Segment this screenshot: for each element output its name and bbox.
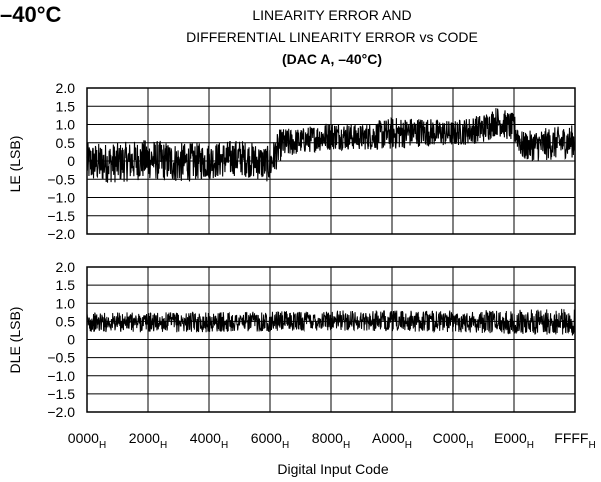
x-tick-label: 0000H [68,430,106,451]
x-tick-label: E000H [494,430,534,451]
dle-plot-y-tick-label: −0.5 [47,350,75,366]
le-plot-y-tick-label: 1.0 [56,117,76,133]
dle-plot-series-line [86,308,576,336]
le-y-axis-label: LE (LSB) [7,136,23,193]
chart-title-line3: (DAC A, –40°C) [282,51,382,67]
dle-plot-y-tick-label: −1.0 [47,368,75,384]
x-tick-label: C000H [433,430,474,451]
le-plot-frame [86,87,576,235]
le-plot-y-tick-label: −0.5 [47,171,75,187]
le-plot-y-tick-label: −2.0 [47,226,75,242]
x-tick-label: A000H [372,430,412,451]
x-tick-label: 2000H [129,430,167,451]
dle-plot-y-tick-label: 2.0 [56,259,76,275]
chart-title-line2: DIFFERENTIAL LINEARITY ERROR vs CODE [186,29,478,45]
x-tick-label: 4000H [190,430,228,451]
dle-plot-y-tick-label: 1.0 [56,295,76,311]
le-plot-y-tick-label: 1.5 [56,98,76,114]
le-plot-y-tick-label: −1.5 [47,208,75,224]
dle-plot-y-tick-label: −2.0 [47,404,75,420]
dle-plot-y-tick-label: −1.5 [47,386,75,402]
x-tick-label: FFFFH [554,430,595,451]
x-tick-label: 6000H [251,430,289,451]
dle-plot-frame [86,266,576,413]
dle-plot-y-tick-label: 0 [67,332,75,348]
corner-label: –40°C [0,2,62,27]
le-plot-y-tick-label: −1.0 [47,190,75,206]
x-axis-title: Digital Input Code [277,461,389,477]
dle-plot-y-tick-label: 1.5 [56,277,76,293]
dle-plot-y-tick-label: 0.5 [56,313,76,329]
dle-y-axis-label: DLE (LSB) [7,307,23,374]
chart-title-line1: LINEARITY ERROR AND [252,7,411,23]
le-plot: 2.0 1.5 1.0 0.5 0 −0.5 −1.0 −1.5 −2.0 [47,80,576,242]
le-plot-series-line [86,108,576,183]
x-tick-labels: 0000H 2000H 4000H 6000H 8000H A000H C000H E000H… [68,430,596,451]
le-plot-y-tick-label: 0.5 [56,135,76,151]
dle-plot: 2.0 1.5 1.0 0.5 0 −0.5 −1.0 −1.5 −2.0 [47,259,576,420]
x-tick-label: 8000H [312,430,350,451]
le-plot-y-tick-label: 2.0 [56,80,76,96]
le-plot-y-tick-label: 0 [67,153,75,169]
